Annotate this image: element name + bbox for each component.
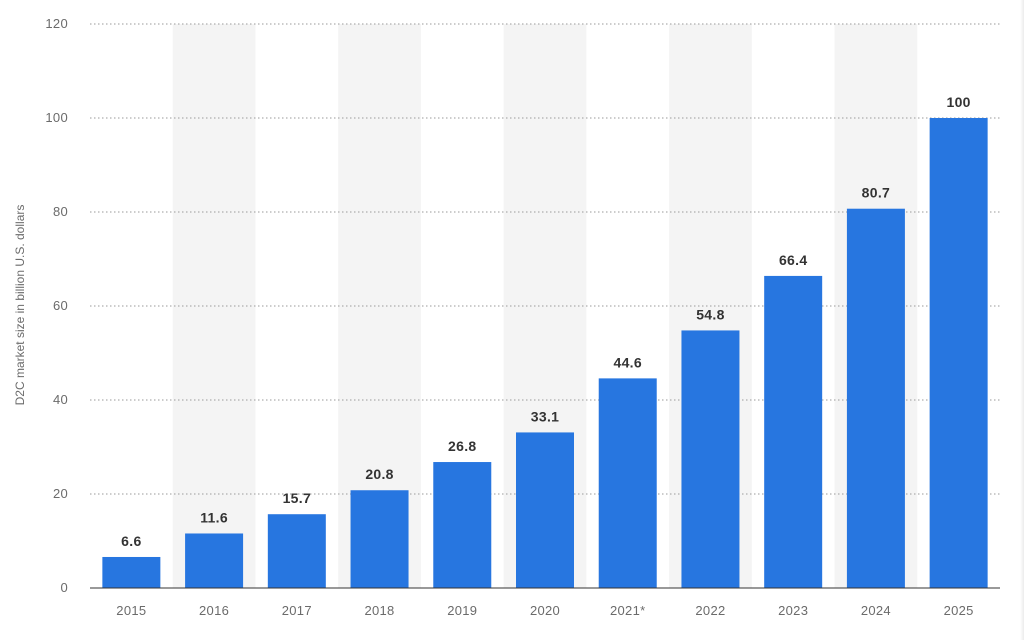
data-label: 33.1: [531, 408, 559, 424]
y-tick-label: 20: [53, 486, 68, 501]
bars: [102, 118, 988, 588]
bar: [764, 275, 823, 588]
data-label: 15.7: [283, 490, 311, 506]
bar: [350, 490, 409, 588]
bar: [846, 208, 905, 588]
data-label: 26.8: [448, 438, 476, 454]
x-tick-label: 2022: [695, 603, 725, 618]
data-label: 44.6: [614, 354, 642, 370]
data-label: 54.8: [696, 306, 724, 322]
bar: [433, 462, 492, 588]
x-tick-label: 2023: [778, 603, 808, 618]
x-tick-label: 2018: [364, 603, 394, 618]
x-tick-label: 2017: [282, 603, 312, 618]
x-tick-label: 2015: [116, 603, 146, 618]
y-tick-label: 100: [45, 110, 68, 125]
y-tick-label: 120: [45, 16, 68, 31]
x-axis-ticks: 2015 2016 2017 2018 2019 2020 2021* 2022 2023 202…: [116, 603, 973, 618]
right-edge-shadow: [1020, 0, 1024, 640]
data-labels: 6.6 11.6 15.7 20.8 26.8 33.1 44.6 54.8 66.4 80.7 1…: [121, 94, 971, 549]
x-tick-label: 2024: [861, 603, 891, 618]
bar: [267, 514, 326, 588]
bar: [598, 378, 657, 588]
data-label: 80.7: [862, 185, 890, 201]
bar: [681, 330, 740, 588]
data-label: 20.8: [365, 466, 393, 482]
data-label: 66.4: [779, 252, 807, 268]
x-tick-label: 2020: [530, 603, 560, 618]
y-axis-ticks: 0 20 40 60 80 100 120: [45, 16, 68, 595]
y-tick-label: 80: [53, 204, 68, 219]
x-tick-label: 2019: [447, 603, 477, 618]
y-tick-label: 0: [60, 580, 68, 595]
data-label: 11.6: [200, 509, 228, 525]
bar: [929, 118, 988, 588]
data-label: 6.6: [121, 533, 141, 549]
x-tick-label: 2021*: [610, 603, 645, 618]
x-tick-label: 2016: [199, 603, 229, 618]
bar: [185, 533, 244, 588]
bar: [102, 556, 161, 588]
x-tick-label: 2025: [944, 603, 974, 618]
y-tick-label: 40: [53, 392, 68, 407]
data-label: 100: [947, 94, 971, 110]
y-tick-label: 60: [53, 298, 68, 313]
y-axis-title: D2C market size in billion U.S. dollars: [13, 205, 27, 406]
bar: [516, 432, 574, 588]
